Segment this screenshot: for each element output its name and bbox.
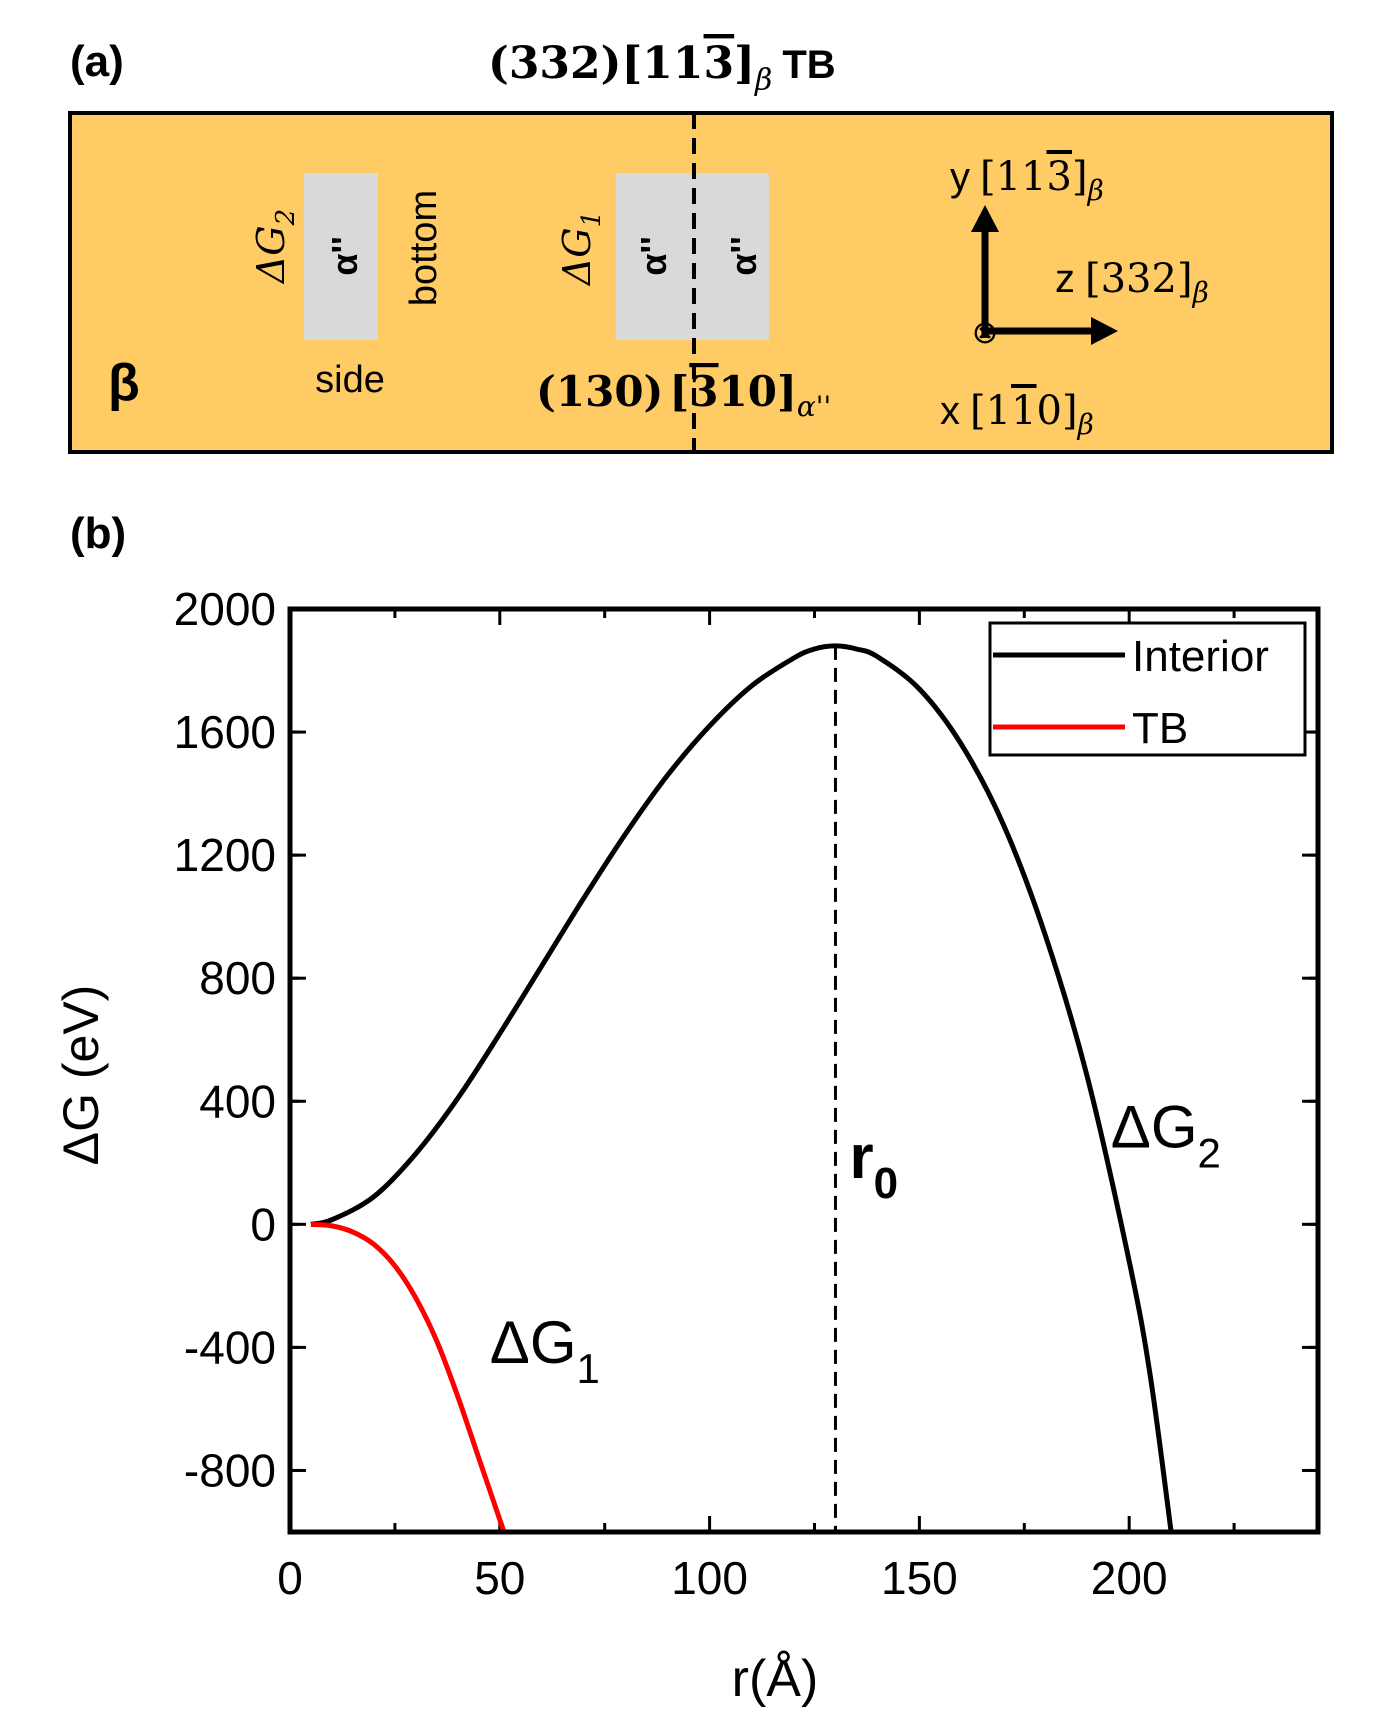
axis-y-name: y [950,155,970,199]
z-axis-label: z [332]β [1055,256,1209,309]
habit-plane-label: (130) [310]α'' [536,367,831,423]
axis-x-post: 0] [1037,388,1078,434]
habit-dir-post: 10] [719,367,797,416]
r0-label: r0 [849,1123,898,1208]
y-axis-title: ΔG (eV) [53,985,109,1166]
axis-z-sub: β [1192,276,1209,309]
x-tick-label: 100 [671,1552,748,1604]
legend-label-interior: Interior [1132,632,1269,681]
axis-x-pre: [1 [970,388,1011,434]
y-tick-label: 800 [199,952,276,1004]
r0-sub: 0 [874,1159,898,1208]
title-sub: β [754,63,772,98]
axis-x-name: x [940,389,960,433]
y-tick-label: -400 [184,1321,276,1373]
plot-area: 0 50 100 150 200 -800 -400 0 400 800 1200 1600 2000 r… [174,583,1321,1604]
y-tick-label: 1600 [174,706,276,758]
dg1-main: ΔG [555,227,599,287]
annotation-main: ΔG [490,1309,577,1376]
axis-z-dir: [332] [1085,256,1193,302]
bottom-label: bottom [403,190,445,306]
annotation-main: ΔG [1111,1093,1198,1160]
annotation-sub: 1 [577,1345,600,1392]
y-tick-label: -800 [184,1444,276,1496]
legend-label-tb: TB [1132,704,1188,753]
x-tick-label: 0 [277,1552,303,1604]
tb-alpha-label-left: α'' [633,236,674,275]
dg2-sub: 2 [271,209,301,227]
axis-y-bar: 3 [1047,154,1072,200]
habit-plane: (130) [536,367,663,416]
y-axis-label: y [113]β [950,154,1104,207]
dg2-label: ΔG2 [249,209,301,285]
x-axis-title: r(Å) [732,1650,819,1708]
side-label: side [315,359,385,401]
y-tick-label: 2000 [174,583,276,635]
side-alpha-precipitate [304,173,378,340]
y-axis-arrowhead [971,205,999,232]
title-tb: TB [782,43,835,87]
dg1-label: ΔG1 [555,211,607,287]
annotation-ΔG1: ΔG1 [490,1309,600,1392]
axis-x-bar: 1 [1011,388,1036,434]
legend: Interior TB [988,621,1307,757]
panel-a-label: (a) [70,37,124,86]
dg1-sub: 1 [577,211,607,228]
coordinate-axes: ⊗ y [113]β z [332]β x [110]β [940,154,1209,441]
x-axis-label: x [110]β [940,388,1094,441]
title-dir-pre: [11 [621,38,703,89]
panel-b: (b) 0 50 100 150 200 -800 -400 0 400 800 1200 1600 2… [53,509,1321,1708]
x-tick-label: 200 [1091,1552,1168,1604]
series-line-interior [310,643,1174,1532]
z-axis-arrowhead [1091,317,1118,345]
axis-x-sub: β [1077,408,1094,441]
axis-y-post: ] [1072,154,1088,200]
x-tick-label: 50 [474,1552,525,1604]
y-tick-label: 1200 [174,829,276,881]
dg2-main: ΔG [249,225,293,285]
series-line-tb [310,1221,507,1532]
habit-dir-bar: 3 [689,367,718,416]
side-alpha-label: α'' [324,236,365,275]
beta-symbol: β [108,354,140,412]
legend-box [988,621,1307,757]
x-into-page-icon: ⊗ [972,314,999,350]
panel-b-label: (b) [70,509,126,558]
annotation-ΔG2: ΔG2 [1111,1093,1221,1176]
title-dir-post: ] [734,38,755,89]
habit-dir-pre: [ [669,367,689,416]
y-tick-label: 0 [250,1198,276,1250]
x-tick-label: 150 [881,1552,958,1604]
panel-a-title: (332)[113]β TB [488,38,836,98]
title-dir-bar: 3 [704,38,735,89]
habit-sub: α'' [797,390,831,423]
r0-main: r [849,1123,873,1192]
plot-frame [287,606,1321,1535]
axis-y-sub: β [1087,174,1104,207]
axis-y-pre: [11 [980,154,1047,200]
curves [310,643,1174,1532]
tb-alpha-label-right: α'' [723,236,764,275]
panel-a: (a) (332)[113]β TB β α'' ΔG2 bottom side … [68,37,1334,454]
y-tick-label: 400 [199,1075,276,1127]
annotation-sub: 2 [1198,1129,1221,1176]
title-plane: (332) [488,38,621,89]
axis-z-name: z [1055,257,1075,301]
